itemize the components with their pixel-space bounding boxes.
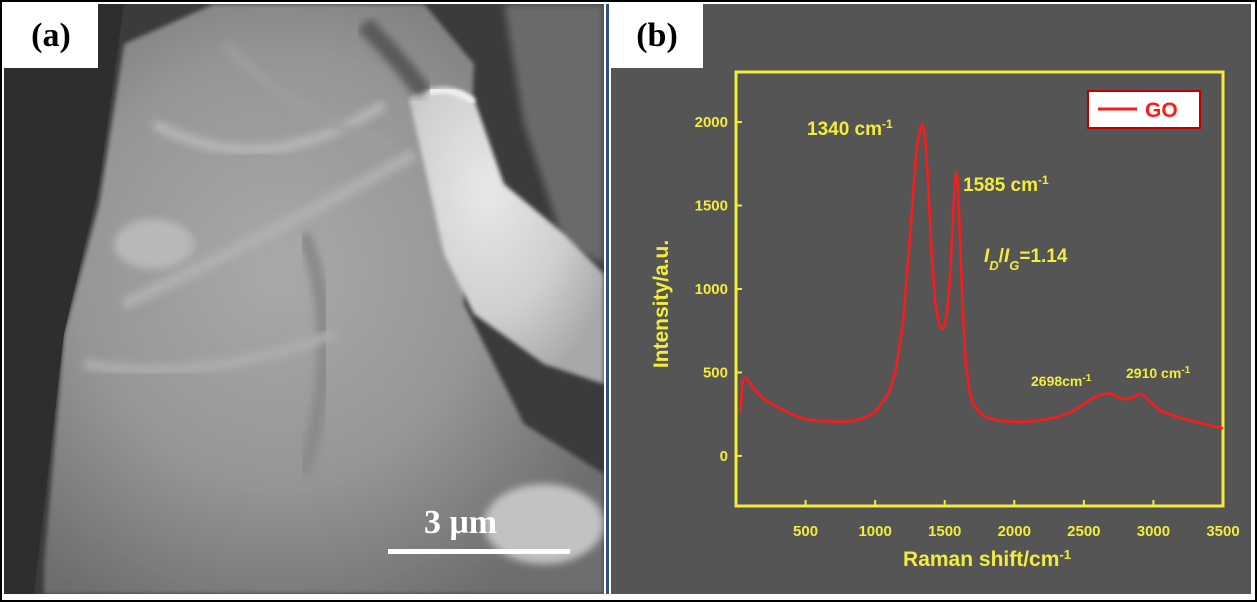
legend-label-go: GO xyxy=(1145,99,1178,122)
y-tick-label: 500 xyxy=(703,364,728,381)
sem-micrograph-image xyxy=(4,4,604,594)
panel-a-label: (a) xyxy=(4,4,98,68)
y-tick-label: 0 xyxy=(720,448,728,465)
x-tick-label: 1500 xyxy=(928,523,961,540)
y-axis-title: Intensity/a.u. xyxy=(650,240,673,368)
x-tick-label: 2000 xyxy=(998,523,1031,540)
raman-chart: 0 500 1000 1500 2000 500 1000 1500 2000 2500 3000… xyxy=(650,70,1240,572)
y-tick-label: 2000 xyxy=(695,114,728,131)
raman-chart-panel: 0 500 1000 1500 2000 500 1000 1500 2000 2500 3000… xyxy=(611,4,1251,594)
panel-divider xyxy=(606,4,609,594)
annotation-id-ig-ratio: ID/IG=1.14 xyxy=(984,246,1068,273)
x-tick-label: 2500 xyxy=(1067,523,1100,540)
series-line-go xyxy=(738,123,1224,430)
x-axis-title: Raman shift/cm-1 xyxy=(903,547,1071,572)
x-tick-label: 3500 xyxy=(1206,523,1239,540)
scale-bar xyxy=(388,549,570,554)
annotation-d-band: 1340 cm-1 xyxy=(807,117,893,140)
annotation-g-band: 1585 cm-1 xyxy=(963,173,1049,196)
legend: GO xyxy=(1087,90,1201,129)
sem-image-panel: (a) 3 μm xyxy=(4,4,604,594)
panel-b-label: (b) xyxy=(611,4,703,68)
x-tick-label: 500 xyxy=(793,523,818,540)
annotation-2d-band: 2698cm-1 xyxy=(1031,373,1092,390)
x-tick-label: 1000 xyxy=(858,523,891,540)
x-tick-label: 3000 xyxy=(1137,523,1170,540)
annotation-dg-band: 2910 cm-1 xyxy=(1126,365,1191,382)
y-tick-label: 1000 xyxy=(695,281,728,298)
y-tick-label: 1500 xyxy=(695,198,728,215)
scale-bar-label: 3 μm xyxy=(424,504,498,541)
